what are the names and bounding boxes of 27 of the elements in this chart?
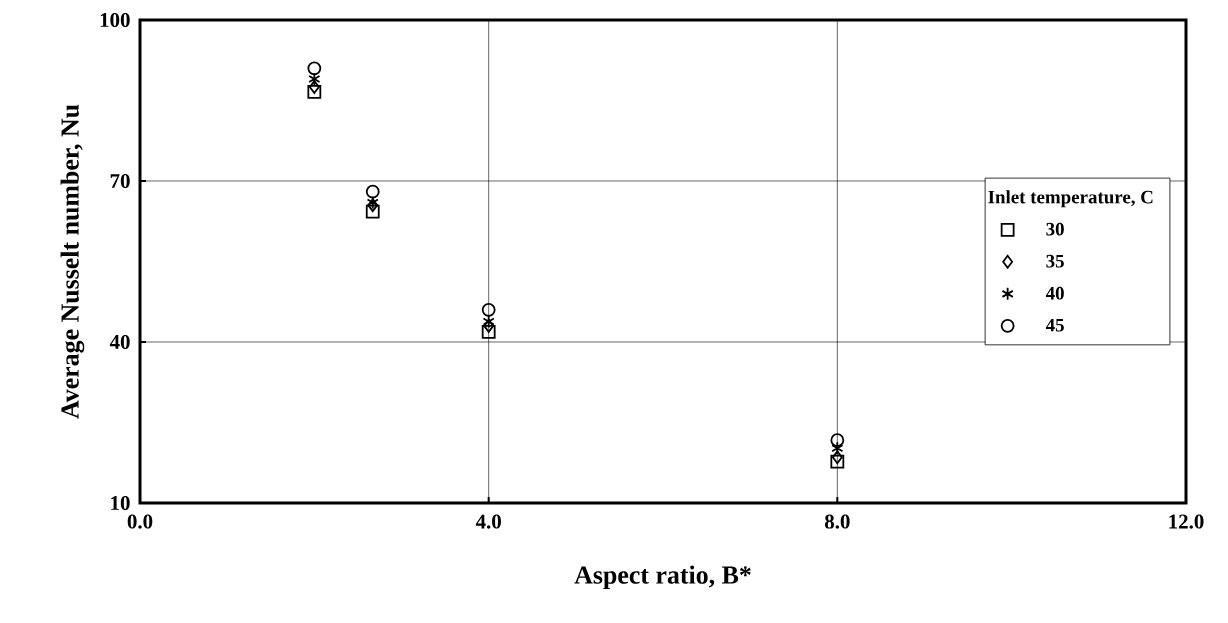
- legend-label: 45: [1045, 318, 1064, 332]
- point: [307, 61, 322, 76]
- point: [830, 454, 845, 469]
- point: [481, 324, 496, 339]
- legend-label: 30: [1046, 222, 1064, 236]
- point: [365, 184, 380, 199]
- point: [482, 314, 495, 329]
- legend-label: 40: [1045, 286, 1064, 300]
- legend-label: 35: [1046, 254, 1064, 268]
- y-axis-title: Average Nusselt number, Nu: [60, 104, 85, 419]
- x-axis-title: Aspect ratio, B*: [574, 565, 751, 590]
- point: [308, 72, 321, 86]
- x-tick-label: 4.0: [475, 514, 501, 529]
- y-tick-label: 10: [111, 495, 130, 511]
- point: [830, 433, 845, 448]
- x-tick-label: 8.0: [824, 514, 850, 529]
- point: [483, 318, 495, 333]
- point: [365, 204, 380, 219]
- point: [481, 302, 496, 317]
- point: [307, 85, 322, 99]
- y-tick-label: 70: [110, 173, 130, 189]
- legend-title: Inlet temperature, C: [988, 190, 1153, 208]
- point: [308, 80, 320, 94]
- y-tick-label: 100: [100, 12, 130, 28]
- x-tick-label: 12.0: [1169, 514, 1204, 529]
- x-tick-label: 0.0: [127, 514, 153, 529]
- y-tick-label: 40: [109, 334, 130, 350]
